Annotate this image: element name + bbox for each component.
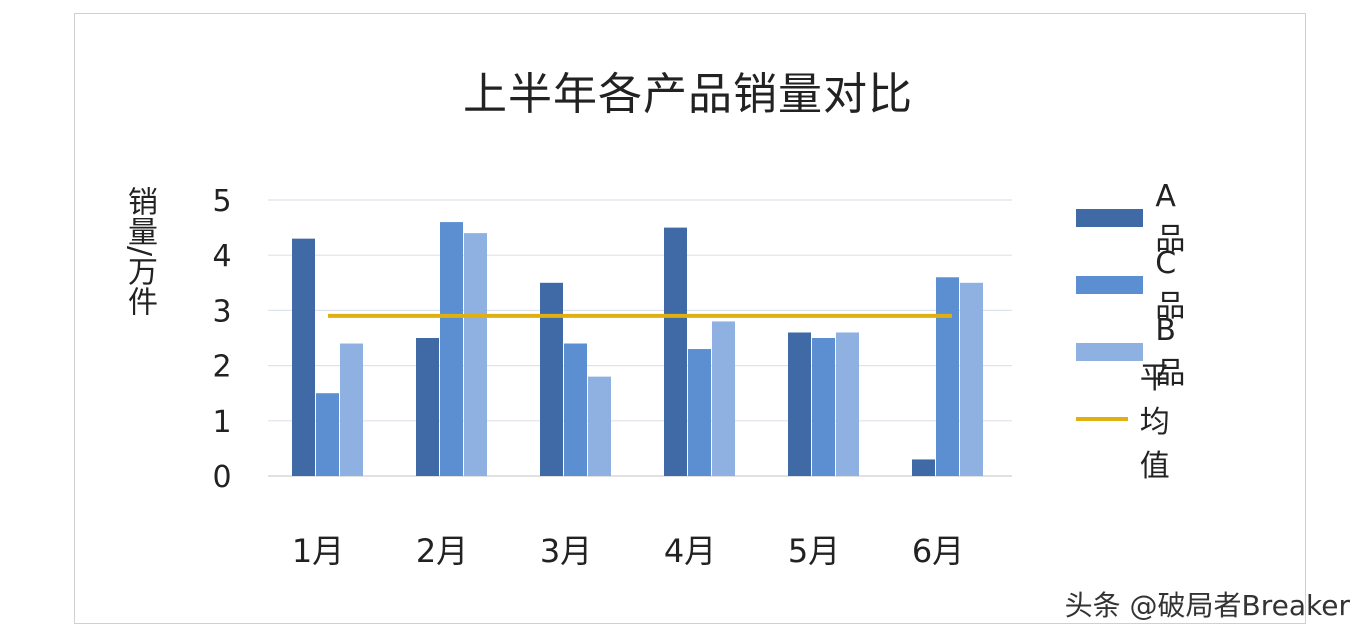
y-tick-label: 0 — [212, 460, 231, 495]
y-tick-label: 1 — [212, 405, 231, 440]
bar-C品-4月 — [688, 349, 711, 476]
legend-swatch-b — [1076, 343, 1144, 361]
bar-B品-2月 — [464, 233, 487, 476]
bar-C品-1月 — [316, 393, 339, 476]
legend-label-b: B品 — [1155, 312, 1186, 391]
legend-item-b: B品 — [1076, 313, 1198, 391]
bar-A品-4月 — [664, 227, 687, 476]
y-axis-label: 销量/万件 — [122, 186, 157, 317]
x-tick-label: 4月 — [664, 532, 716, 570]
chart-frame — [74, 13, 1306, 624]
x-tick-label: 3月 — [540, 532, 592, 570]
bar-C品-6月 — [936, 277, 959, 476]
bar-A品-3月 — [540, 282, 563, 476]
x-tick-label: 2月 — [416, 532, 468, 570]
bar-B品-1月 — [340, 343, 363, 476]
legend-swatch-average — [1076, 417, 1128, 421]
bar-C品-3月 — [564, 343, 587, 476]
y-tick-label: 5 — [212, 184, 231, 219]
bar-C品-2月 — [440, 222, 463, 476]
legend-label-average: 平均值 — [1139, 361, 1170, 484]
legend-item-average: 平均值 — [1076, 361, 1198, 484]
y-tick-label: 3 — [212, 294, 231, 329]
bar-A品-1月 — [292, 238, 315, 476]
x-tick-label: 5月 — [788, 532, 840, 570]
legend-label-c: C品 — [1155, 245, 1186, 324]
y-tick-label: 4 — [212, 239, 231, 274]
chart-title: 上半年各产品销量对比 — [463, 69, 913, 120]
bar-B品-3月 — [588, 376, 611, 476]
bar-B品-5月 — [836, 332, 859, 476]
legend-swatch-c — [1076, 276, 1144, 294]
legend-swatch-a — [1076, 209, 1144, 227]
y-tick-label: 2 — [212, 350, 231, 385]
bar-B品-6月 — [960, 282, 983, 476]
legend-label-a: A品 — [1155, 178, 1186, 257]
x-tick-label: 6月 — [912, 532, 964, 570]
legend-item-a: A品 — [1076, 179, 1198, 257]
watermark-text: 头条 @破局者Breaker — [1064, 589, 1350, 622]
bar-A品-2月 — [416, 338, 439, 476]
bar-C品-5月 — [812, 338, 835, 476]
bar-A品-6月 — [912, 459, 935, 476]
x-tick-label: 1月 — [292, 532, 344, 570]
legend-item-c: C品 — [1076, 246, 1198, 324]
bar-B品-4月 — [712, 321, 735, 476]
bar-A品-5月 — [788, 332, 811, 476]
